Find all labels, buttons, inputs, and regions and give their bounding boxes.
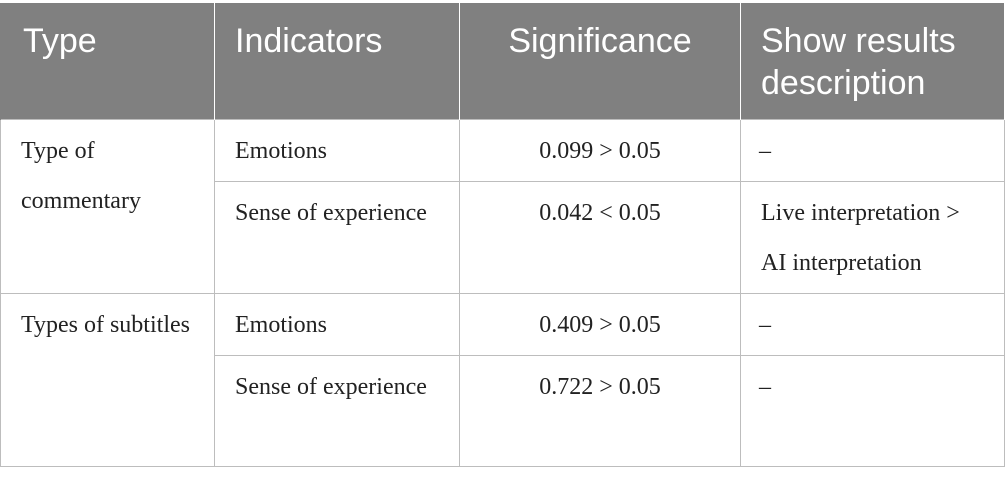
indicator-cell: Emotions: [214, 119, 460, 182]
description-cell: –: [740, 119, 1005, 182]
header-type: Type: [0, 3, 215, 120]
significance-cell: 0.409 > 0.05: [459, 293, 741, 356]
significance-cell: 0.099 > 0.05: [459, 119, 741, 182]
table-row: Type of commentary Emotions 0.099 > 0.05…: [0, 119, 1005, 294]
indicator-cell: Emotions: [214, 293, 460, 356]
description-cell: Live interpretation > AI interpretation: [740, 181, 1005, 294]
header-indicators: Indicators: [214, 3, 460, 120]
significance-cell: 0.722 > 0.05: [459, 355, 741, 467]
type-cell: Types of subtitles: [0, 293, 215, 467]
indicator-cell: Sense of experience: [214, 355, 460, 467]
results-table: Type Indicators Significance Show result…: [0, 3, 1005, 467]
type-cell: Type of commentary: [0, 119, 215, 294]
significance-cell: 0.042 < 0.05: [459, 181, 741, 294]
description-cell: –: [740, 355, 1005, 467]
table-row: Sense of experience 0.042 < 0.05 Live in…: [1, 181, 1005, 294]
table-row: Types of subtitles Emotions 0.409 > 0.05…: [0, 293, 1005, 467]
table-body: Type of commentary Emotions 0.099 > 0.05…: [0, 119, 1005, 467]
table-header: Type Indicators Significance Show result…: [0, 3, 1005, 120]
indicator-cell: Sense of experience: [214, 181, 460, 294]
header-show-results-description: Show results description: [740, 3, 1005, 120]
table-row: Sense of experience 0.722 > 0.05 –: [1, 355, 1005, 467]
header-significance: Significance: [459, 3, 741, 120]
header-row: Type Indicators Significance Show result…: [0, 3, 1005, 120]
description-cell: –: [740, 293, 1005, 356]
